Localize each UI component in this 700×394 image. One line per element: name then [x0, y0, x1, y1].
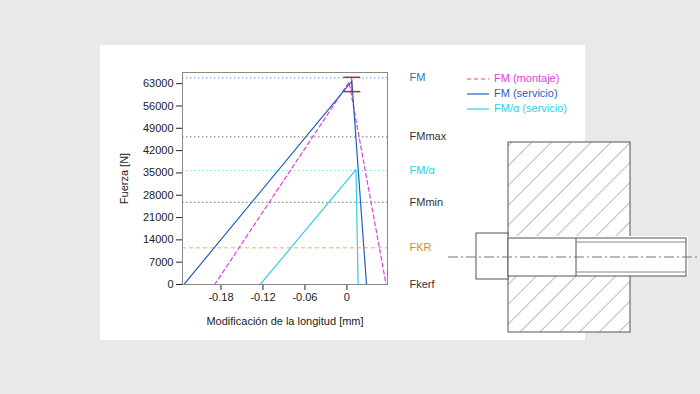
svg-text:-0.06: -0.06: [292, 291, 317, 303]
svg-text:FM/α: FM/α: [410, 164, 436, 176]
svg-text:FM: FM: [410, 71, 426, 83]
svg-text:Modificación de la longitud [m: Modificación de la longitud [mm]: [206, 315, 363, 327]
svg-text:-0.18: -0.18: [208, 291, 233, 303]
svg-text:FKR: FKR: [410, 241, 432, 253]
svg-text:7000: 7000: [149, 256, 173, 268]
svg-text:Fuerza [N]: Fuerza [N]: [118, 153, 130, 204]
html-text:FM/α (servicio): FM/α (servicio): [494, 102, 567, 114]
svg-text:Fkerf: Fkerf: [410, 278, 436, 290]
svg-text:56000: 56000: [143, 99, 174, 111]
svg-text:35000: 35000: [143, 166, 174, 178]
svg-text:0: 0: [167, 278, 173, 290]
svg-text:28000: 28000: [143, 189, 174, 201]
html-text:FM (servicio): FM (servicio): [494, 87, 558, 99]
html-text:FM (montaje): FM (montaje): [494, 72, 560, 84]
svg-text:-0.12: -0.12: [250, 291, 275, 303]
svg-text:14000: 14000: [143, 233, 174, 245]
svg-text:21000: 21000: [143, 211, 174, 223]
svg-text:42000: 42000: [143, 144, 174, 156]
svg-text:49000: 49000: [143, 122, 174, 134]
svg-text:0: 0: [344, 291, 350, 303]
svg-text:63000: 63000: [143, 77, 174, 89]
svg-text:FMmax: FMmax: [410, 130, 447, 142]
svg-text:FMmin: FMmin: [410, 196, 444, 208]
